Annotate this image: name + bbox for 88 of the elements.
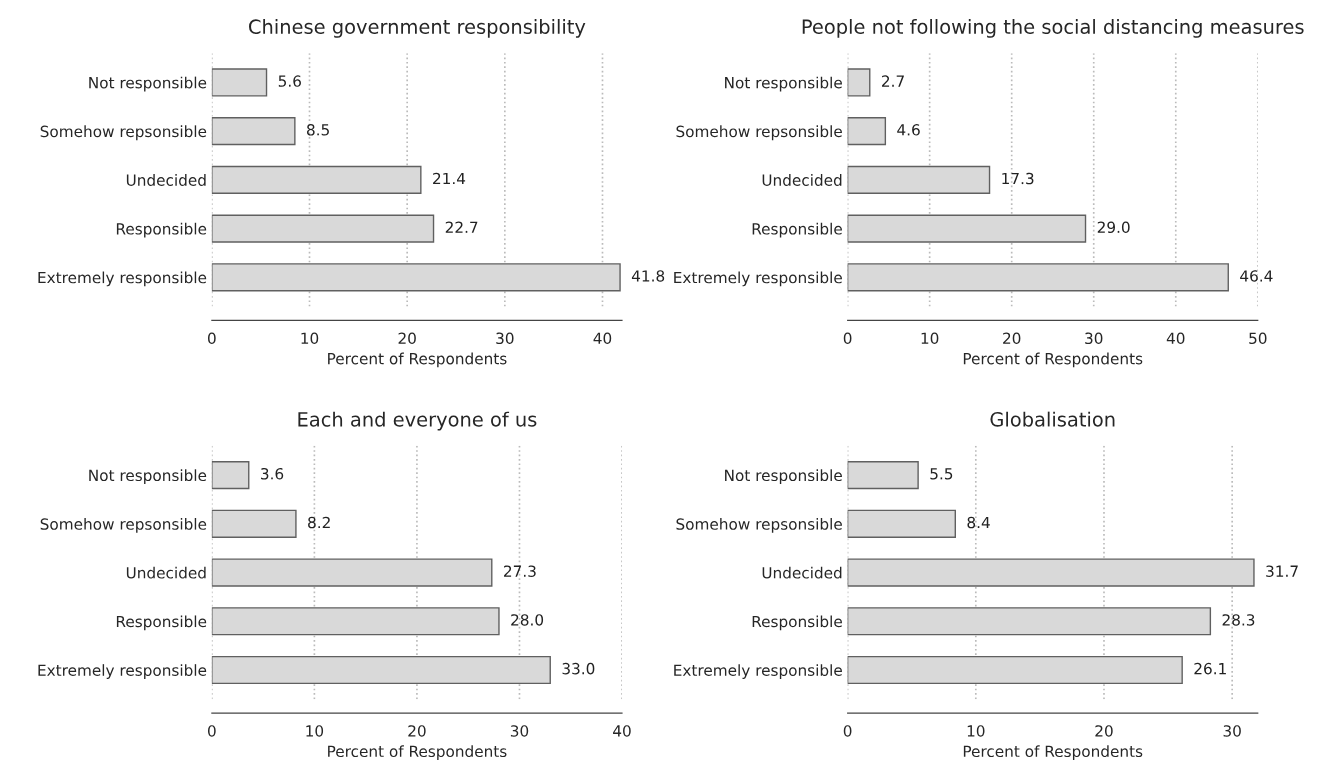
y-tick-label: Somehow repsonsible [676,518,842,533]
bar [847,214,1087,243]
data-label: 8.4 [967,516,990,529]
x-tick-label: 40 [613,725,631,737]
data-label: 8.5 [307,124,329,136]
data-label: 21.4 [433,172,466,185]
x-tick-label: 50 [1249,332,1267,345]
y-tick-label: Undecided [126,174,206,186]
y-tick-label: Extremely responsible [38,664,207,679]
y-tick-label: Extremely responsible [674,271,842,287]
x-tick-label: 40 [593,332,612,345]
y-tick-label: Responsible [116,615,207,631]
bar [847,117,887,146]
data-label: 27.3 [504,565,536,577]
bar [211,263,621,292]
bar [847,68,871,97]
x-axis-title: Percent of Respondents [328,352,507,368]
x-tick-label: 10 [921,332,939,345]
x-tick-label: 30 [1085,332,1103,345]
x-axis-title: Percent of Respondents [328,745,507,760]
bar [211,655,551,685]
bar [847,607,1212,636]
x-tick-label: 20 [398,332,416,345]
x-tick-label: 30 [510,725,529,737]
data-label: 17.3 [1002,172,1034,185]
y-tick-label: Undecided [126,566,206,579]
data-label: 28.3 [1222,614,1255,626]
y-tick-label: Extremely responsible [674,664,842,679]
y-tick-label: Somehow repsonsible [40,518,207,533]
data-label: 8.2 [308,516,330,529]
bar [211,558,493,587]
bar [847,509,956,538]
bar [211,461,250,490]
bar [847,558,1255,587]
bar [211,117,296,146]
y-tick-label: Somehow repsonsible [40,125,207,141]
y-tick-label: Somehow repsonsible [676,125,842,141]
data-label: 28.0 [511,614,544,626]
data-label: 2.7 [882,75,904,87]
x-tick-label: 10 [967,725,985,737]
x-axis-title: Percent of Respondents [963,352,1143,368]
bar [211,165,422,194]
x-tick-label: 0 [207,725,216,737]
x-tick-label: 30 [496,332,514,345]
y-tick-label: Responsible [116,222,207,238]
y-tick-label: Undecided [762,174,842,186]
bar [847,461,919,490]
y-tick-label: Not responsible [725,469,842,485]
bar [211,509,297,538]
x-tick-label: 20 [408,725,426,737]
bar [211,214,435,243]
bar [211,68,268,97]
bar [847,263,1229,292]
x-tick-label: 40 [1166,332,1185,345]
x-tick-label: 0 [207,332,216,345]
data-label: 46.4 [1240,270,1273,282]
x-tick-label: 20 [1095,725,1113,737]
y-tick-label: Responsible [752,222,842,238]
data-label: 31.7 [1266,565,1298,577]
chart-title: Globalisation [990,411,1115,427]
x-tick-label: 30 [1223,725,1241,737]
data-label: 26.1 [1194,662,1226,675]
x-tick-label: 0 [843,725,852,737]
data-label: 33.0 [562,662,595,675]
y-tick-label: Not responsible [89,76,207,92]
bar [847,165,991,194]
chart-title: Each and everyone of us [298,411,537,431]
bar [847,655,1183,685]
y-tick-label: Not responsible [89,469,207,485]
data-label: 3.6 [261,467,284,480]
data-label: 5.6 [278,75,301,87]
bar [211,607,500,636]
data-label: 4.6 [897,124,920,136]
y-tick-label: Responsible [752,615,842,631]
data-label: 29.0 [1097,221,1130,234]
x-tick-label: 0 [843,332,852,345]
x-tick-label: 10 [306,725,324,737]
y-tick-label: Extremely responsible [38,271,207,287]
y-tick-label: Undecided [762,566,842,579]
x-tick-label: 20 [1003,332,1021,345]
chart-title: Chinese government responsibility [249,18,586,38]
chart-title: People not following the social distancing measures [802,18,1304,38]
data-label: 41.8 [631,270,665,282]
x-axis-title: Percent of Respondents [963,745,1143,760]
data-label: 5.5 [930,468,953,480]
data-label: 22.7 [445,221,478,233]
x-tick-label: 10 [301,332,319,345]
y-tick-label: Not responsible [725,76,842,92]
